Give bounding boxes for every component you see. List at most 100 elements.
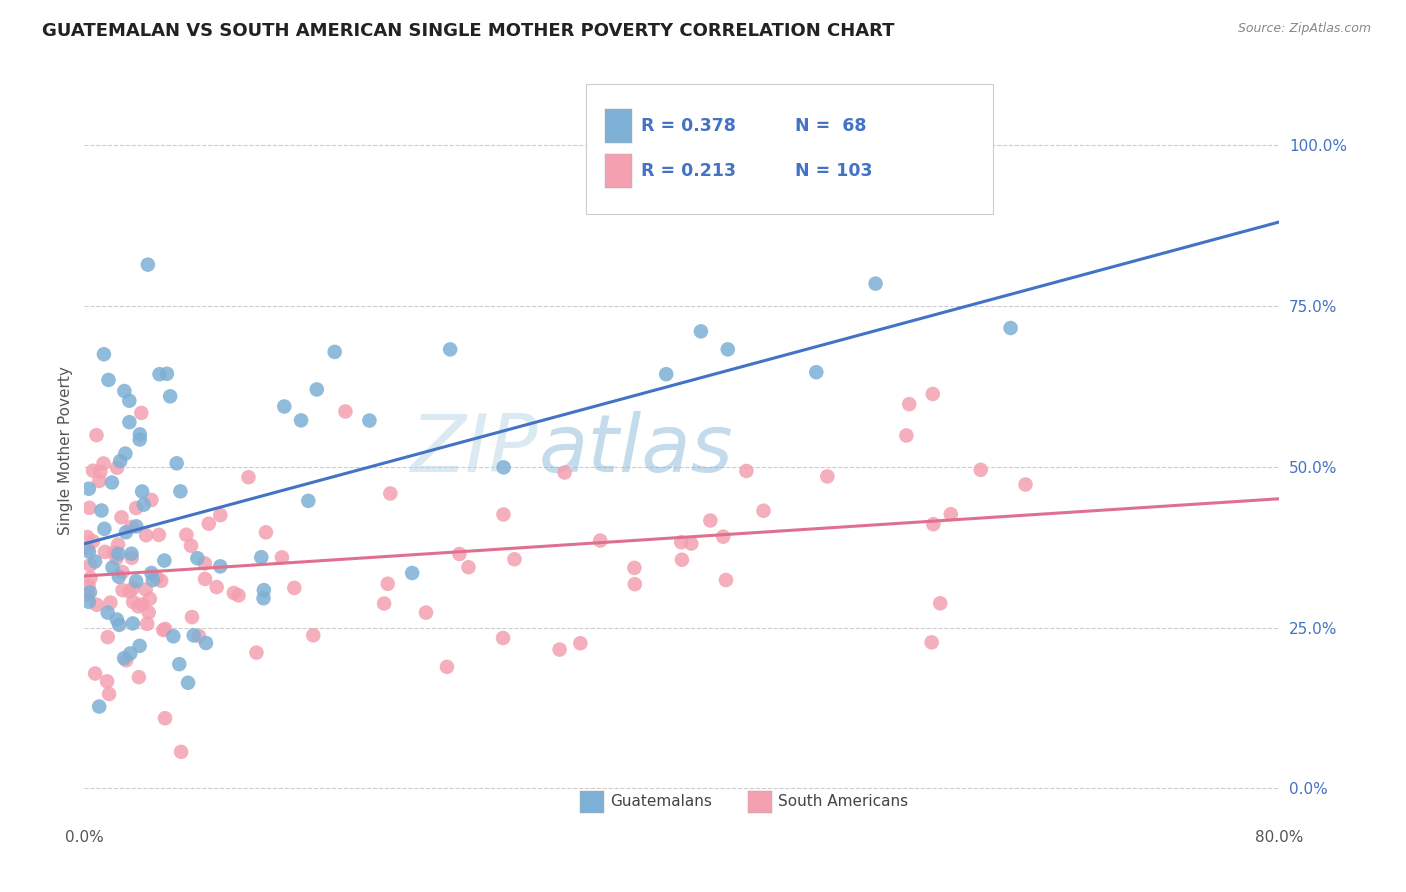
Point xyxy=(415,606,437,620)
Point xyxy=(896,428,918,442)
Point xyxy=(82,464,104,478)
Text: N = 103: N = 103 xyxy=(796,161,873,179)
Point xyxy=(127,599,149,614)
Point xyxy=(922,517,945,532)
Point xyxy=(176,527,198,541)
Point xyxy=(655,367,678,381)
Point xyxy=(89,699,111,714)
Text: R = 0.378: R = 0.378 xyxy=(641,117,737,136)
Point xyxy=(1000,321,1022,335)
Point xyxy=(120,520,142,534)
Point xyxy=(118,584,141,599)
Point xyxy=(373,597,395,611)
Point xyxy=(752,504,775,518)
Point xyxy=(939,507,962,521)
Point xyxy=(111,583,134,598)
Point xyxy=(103,545,125,559)
Point xyxy=(1014,477,1036,491)
Point xyxy=(359,413,381,427)
Point xyxy=(132,498,155,512)
Point xyxy=(79,585,101,599)
Point xyxy=(125,574,148,588)
Point xyxy=(181,610,204,624)
Point xyxy=(153,553,176,567)
Point xyxy=(921,387,943,401)
Point xyxy=(209,559,232,574)
Point xyxy=(93,347,115,361)
Point xyxy=(166,456,188,470)
Point xyxy=(110,510,132,524)
Point xyxy=(101,560,124,574)
Point xyxy=(815,469,838,483)
Point xyxy=(107,538,129,552)
Point xyxy=(131,406,153,420)
Point xyxy=(131,598,153,612)
Point xyxy=(681,536,703,550)
Point xyxy=(136,616,159,631)
Point xyxy=(136,258,159,272)
Point xyxy=(97,630,120,644)
Point xyxy=(162,629,184,643)
Point xyxy=(170,745,193,759)
Point xyxy=(228,588,250,602)
Text: ZIP: ZIP xyxy=(411,411,538,490)
Point xyxy=(107,547,129,561)
Point xyxy=(492,508,515,522)
Point xyxy=(250,550,273,565)
Point xyxy=(401,566,423,580)
Point xyxy=(335,404,357,418)
Point xyxy=(254,525,277,540)
Point xyxy=(138,606,160,620)
Point xyxy=(101,475,124,490)
Point xyxy=(302,628,325,642)
Point xyxy=(898,397,921,411)
Point xyxy=(125,501,148,516)
Point xyxy=(380,486,402,500)
Point xyxy=(290,413,312,427)
Point xyxy=(671,535,693,549)
FancyBboxPatch shape xyxy=(581,791,605,814)
Point xyxy=(114,446,136,460)
Point xyxy=(449,547,471,561)
Point xyxy=(135,582,157,597)
Point xyxy=(865,277,887,291)
Point xyxy=(717,343,740,357)
Point xyxy=(205,580,228,594)
Point xyxy=(79,500,101,515)
Point xyxy=(569,636,592,650)
Point xyxy=(105,613,128,627)
Point xyxy=(121,616,143,631)
Point xyxy=(197,516,219,531)
Point xyxy=(806,365,828,379)
Point xyxy=(84,666,107,681)
Point xyxy=(145,571,167,585)
Point xyxy=(699,513,721,527)
Point xyxy=(323,345,346,359)
Point xyxy=(86,428,108,442)
Point xyxy=(457,560,479,574)
Point xyxy=(79,558,101,573)
Point xyxy=(120,647,142,661)
Point xyxy=(548,642,571,657)
Point xyxy=(142,573,165,587)
Point xyxy=(105,551,128,566)
Point xyxy=(180,539,202,553)
Point xyxy=(76,588,98,602)
Point xyxy=(169,484,191,499)
Y-axis label: Single Mother Poverty: Single Mother Poverty xyxy=(58,366,73,535)
Point xyxy=(89,474,111,488)
Point xyxy=(305,383,328,397)
Point xyxy=(77,579,100,593)
Point xyxy=(125,519,148,533)
Point xyxy=(105,460,128,475)
Point xyxy=(141,566,163,580)
Point xyxy=(436,660,458,674)
Text: Guatemalans: Guatemalans xyxy=(610,794,711,809)
Point xyxy=(77,544,100,558)
Point xyxy=(194,557,217,571)
Point xyxy=(96,674,118,689)
Text: Source: ZipAtlas.com: Source: ZipAtlas.com xyxy=(1237,22,1371,36)
Point xyxy=(122,595,145,609)
Point xyxy=(183,628,205,642)
Point xyxy=(153,711,176,725)
